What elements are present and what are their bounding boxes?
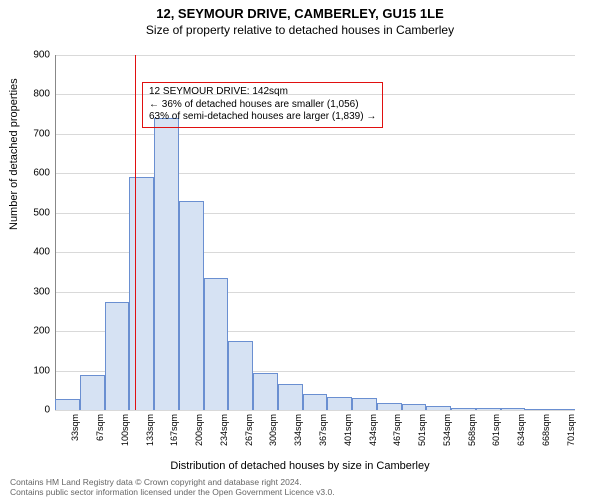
annotation-line: 63% of semi-detached houses are larger (… [149,111,376,124]
footer-line-2: Contains public sector information licen… [10,487,590,497]
y-axis-line [55,55,56,410]
histogram-bar [550,409,575,410]
histogram-bar [327,397,352,410]
histogram-bar [129,177,154,410]
x-tick-label: 701sqm [566,414,576,454]
footer-attribution: Contains HM Land Registry data © Crown c… [10,477,590,497]
annotation-line: ← 36% of detached houses are smaller (1,… [149,99,376,112]
x-tick-label: 133sqm [145,414,155,454]
chart-title: 12, SEYMOUR DRIVE, CAMBERLEY, GU15 1LE [0,0,600,21]
y-tick-label: 200 [20,326,50,337]
x-tick-label: 634sqm [516,414,526,454]
x-tick-label: 401sqm [343,414,353,454]
plot-area: 12 SEYMOUR DRIVE: 142sqm← 36% of detache… [55,55,575,410]
chart-container: 12, SEYMOUR DRIVE, CAMBERLEY, GU15 1LE S… [0,0,600,500]
x-tick-label: 33sqm [70,414,80,454]
x-tick-label: 234sqm [219,414,229,454]
y-tick-label: 400 [20,247,50,258]
histogram-bar [204,278,229,410]
histogram-bar [525,409,550,410]
x-tick-label: 167sqm [169,414,179,454]
histogram-bar [352,398,377,410]
x-axis-label: Distribution of detached houses by size … [0,460,600,472]
histogram-bar [402,404,427,410]
x-tick-label: 601sqm [491,414,501,454]
y-axis-label: Number of detached properties [8,78,20,230]
x-tick-label: 334sqm [293,414,303,454]
x-tick-label: 668sqm [541,414,551,454]
histogram-bar [105,302,130,410]
histogram-bar [228,341,253,410]
reference-line [135,55,136,410]
y-tick-label: 800 [20,89,50,100]
x-tick-label: 467sqm [392,414,402,454]
histogram-bar [55,399,80,410]
y-tick-label: 700 [20,128,50,139]
x-tick-label: 67sqm [95,414,105,454]
gridline [55,134,575,135]
y-tick-label: 900 [20,50,50,61]
gridline [55,55,575,56]
x-tick-label: 267sqm [244,414,254,454]
chart-subtitle: Size of property relative to detached ho… [0,21,600,37]
x-tick-label: 300sqm [268,414,278,454]
y-tick-label: 500 [20,207,50,218]
histogram-bar [253,373,278,410]
x-tick-label: 434sqm [368,414,378,454]
x-tick-label: 367sqm [318,414,328,454]
x-tick-label: 100sqm [120,414,130,454]
histogram-bar [451,408,476,410]
y-tick-label: 0 [20,405,50,416]
histogram-bar [501,408,526,410]
gridline [55,173,575,174]
y-tick-label: 300 [20,286,50,297]
histogram-bar [426,406,451,410]
histogram-bar [80,375,105,411]
histogram-bar [179,201,204,410]
gridline [55,410,575,411]
x-tick-label: 501sqm [417,414,427,454]
annotation-box: 12 SEYMOUR DRIVE: 142sqm← 36% of detache… [142,82,383,128]
histogram-bar [303,394,328,410]
y-tick-label: 100 [20,365,50,376]
footer-line-1: Contains HM Land Registry data © Crown c… [10,477,590,487]
histogram-bar [154,118,179,410]
annotation-line: 12 SEYMOUR DRIVE: 142sqm [149,86,376,99]
histogram-bar [377,403,402,410]
histogram-bar [476,408,501,410]
x-tick-label: 568sqm [467,414,477,454]
x-tick-label: 200sqm [194,414,204,454]
histogram-bar [278,384,303,410]
y-tick-label: 600 [20,168,50,179]
x-tick-label: 534sqm [442,414,452,454]
